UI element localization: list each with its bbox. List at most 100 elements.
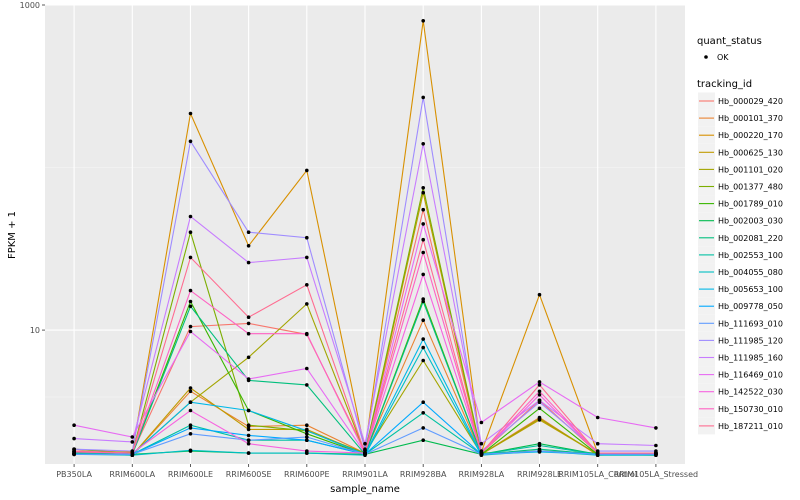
legend-label-hb-009778-050: Hb_009778_050: [718, 302, 783, 311]
data-point: [188, 111, 193, 116]
data-point: [305, 283, 309, 287]
data-point: [246, 315, 251, 320]
data-point: [72, 449, 76, 453]
data-point: [72, 436, 76, 441]
data-point: [188, 214, 193, 219]
x-tick-label: RRIM600LE: [168, 470, 213, 479]
data-point: [421, 222, 426, 226]
data-point: [72, 423, 76, 428]
data-point: [305, 331, 309, 336]
legend-label-hb-150730-010: Hb_150730_010: [718, 405, 783, 414]
data-point: [130, 440, 135, 444]
data-point: [305, 366, 309, 371]
data-point: [363, 441, 367, 446]
data-point: [188, 329, 193, 334]
legend-label-hb-004055-080: Hb_004055_080: [718, 268, 783, 277]
x-axis-title: sample_name: [330, 484, 400, 495]
data-point: [479, 441, 484, 446]
data-point: [421, 345, 426, 350]
legend-label-hb-001377-480: Hb_001377_480: [718, 183, 783, 192]
legend-label-hb-000029-420: Hb_000029_420: [718, 97, 783, 106]
data-point: [595, 415, 600, 420]
data-point: [305, 423, 309, 428]
data-point: [537, 443, 542, 448]
data-point: [421, 19, 426, 23]
data-point: [421, 400, 426, 405]
legend: quant_status OK tracking_id Hb_000029_42…: [697, 36, 783, 435]
data-point: [537, 416, 542, 421]
x-tick-label: PB350LA: [56, 470, 92, 479]
y-axis-title: FPKM + 1: [7, 211, 18, 259]
data-point: [537, 389, 542, 394]
data-point: [654, 451, 658, 455]
legend-label-hb-002553-100: Hb_002553_100: [718, 251, 783, 260]
data-point: [479, 451, 484, 455]
data-point: [537, 292, 542, 297]
data-point: [421, 250, 426, 255]
data-point: [305, 168, 309, 173]
data-point: [421, 237, 426, 242]
legend-label-hb-111693-010: Hb_111693_010: [718, 319, 783, 328]
data-point: [188, 288, 193, 293]
data-point: [305, 449, 309, 453]
y-axis-ticks: 10 1000: [20, 1, 45, 335]
data-point: [188, 299, 193, 304]
data-point: [421, 272, 426, 277]
data-point: [188, 304, 193, 309]
data-point: [246, 260, 251, 265]
data-point: [188, 408, 193, 413]
data-point: [246, 244, 251, 248]
legend-label-hb-111985-120: Hb_111985_120: [718, 336, 783, 345]
data-point: [595, 441, 600, 446]
data-point: [595, 451, 600, 455]
y-tick-label: 10: [30, 326, 40, 335]
x-tick-label: RRIM600LA: [109, 470, 155, 479]
data-point: [246, 377, 251, 381]
data-point: [246, 321, 251, 326]
quant-status-legend-entries: OK: [704, 53, 729, 62]
data-point: [654, 443, 658, 448]
legend-label-hb-005653-100: Hb_005653_100: [718, 285, 783, 294]
legend-label-hb-187211-010: Hb_187211_010: [718, 422, 783, 431]
data-point: [188, 230, 193, 234]
data-point: [130, 435, 135, 439]
x-tick-label: RRIM901LA: [342, 470, 388, 479]
data-point: [188, 255, 193, 260]
data-point: [305, 429, 309, 433]
x-tick-label: RRIM105LA_Stressed: [614, 470, 698, 479]
data-point: [537, 380, 542, 384]
quant-status-key: [704, 55, 708, 59]
legend-label-hb-002081-220: Hb_002081_220: [718, 234, 783, 243]
grid-major: [45, 4, 685, 464]
data-point: [246, 331, 251, 336]
data-point: [246, 451, 251, 455]
x-tick-label: RRIM600PE: [284, 470, 330, 479]
data-point: [421, 142, 426, 146]
data-point: [305, 302, 309, 306]
data-point: [537, 449, 542, 453]
data-point: [246, 441, 251, 446]
legend-label-hb-111985-160: Hb_111985_160: [718, 354, 783, 363]
data-point: [421, 95, 426, 100]
legend-label-hb-000101-370: Hb_000101_370: [718, 114, 783, 123]
x-tick-label: RRIM105LA_Control: [558, 470, 637, 479]
data-point: [188, 423, 193, 428]
data-point: [421, 358, 426, 363]
data-point: [305, 438, 309, 443]
data-point: [537, 393, 542, 397]
data-point: [188, 324, 193, 329]
data-point: [421, 207, 426, 212]
x-tick-label: RRIM928LA: [458, 470, 504, 479]
data-point: [246, 423, 251, 428]
data-point: [421, 186, 426, 190]
data-point: [421, 337, 426, 341]
quant-status-legend-title: quant_status: [697, 36, 762, 47]
data-point: [363, 447, 367, 452]
data-point: [421, 426, 426, 430]
data-point: [246, 408, 251, 413]
data-point: [246, 438, 251, 443]
data-point: [188, 432, 193, 436]
data-points: [72, 19, 658, 458]
legend-label-hb-000220-170: Hb_000220_170: [718, 131, 783, 140]
data-point: [305, 383, 309, 387]
